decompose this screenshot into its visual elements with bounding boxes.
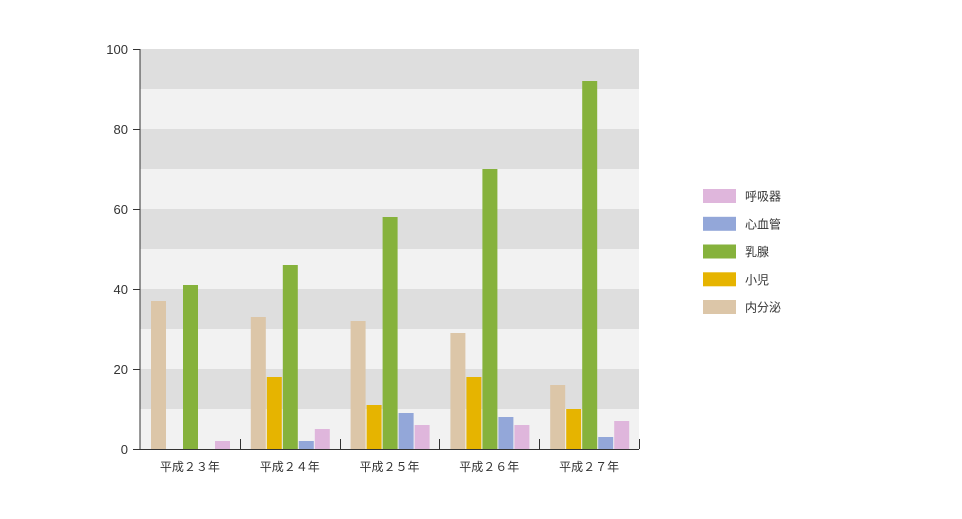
y-tick-label: 20 (114, 362, 128, 377)
legend-label: 内分泌 (745, 301, 781, 315)
y-ticks: 0 20 40 60 80 100 (106, 42, 140, 457)
x-tick-label: 平成２４年 (260, 460, 320, 474)
axes (139, 49, 639, 450)
bar (314, 429, 330, 449)
bar (282, 265, 298, 449)
bar (498, 417, 514, 449)
bar (250, 317, 266, 449)
legend-item: 内分泌 (703, 300, 781, 315)
bar (614, 421, 630, 449)
y-tick-label: 0 (121, 442, 128, 457)
bar (298, 441, 314, 449)
legend-item: 乳腺 (703, 244, 769, 259)
legend-swatch (703, 216, 736, 231)
bar (382, 217, 398, 449)
x-tick-label: 平成２５年 (359, 460, 419, 474)
legend-swatch (703, 189, 736, 203)
bar (215, 441, 230, 449)
x-tick-label: 平成２６年 (459, 460, 519, 474)
grid-band (140, 169, 639, 209)
bar-series-group (151, 81, 630, 449)
y-tick-label: 60 (114, 202, 128, 217)
grid-band (140, 49, 639, 89)
x-ticks: 平成２３年 平成２４年 平成２５年 平成２６年 平成２７年 (160, 439, 640, 474)
bar (151, 301, 166, 449)
bar (350, 321, 366, 449)
y-tick-label: 100 (106, 42, 128, 57)
legend-swatch (703, 272, 736, 287)
y-tick-label: 40 (114, 282, 128, 297)
bar (514, 425, 530, 449)
bar (598, 437, 614, 449)
legend-label: 乳腺 (745, 245, 769, 259)
legend-label: 呼吸器 (745, 190, 781, 204)
legend-item: 呼吸器 (703, 189, 781, 204)
bar (466, 377, 482, 449)
bar (398, 413, 414, 449)
bar (450, 333, 466, 449)
legend-label: 心血管 (745, 216, 781, 231)
bar (582, 81, 598, 449)
legend-item: 心血管 (703, 216, 781, 231)
bar (183, 285, 198, 449)
x-tick-label: 平成２３年 (160, 460, 220, 474)
bar (566, 409, 582, 449)
legend-label: 小児 (745, 273, 769, 287)
legend-swatch (703, 244, 736, 259)
bar (366, 405, 382, 449)
legend-item: 小児 (703, 272, 769, 287)
bar (266, 377, 282, 449)
legend-swatch (703, 300, 736, 314)
x-tick-label: 平成２７年 (559, 460, 619, 474)
bar (550, 385, 566, 449)
grid-band (140, 129, 639, 169)
grid-band (140, 89, 639, 129)
bar (414, 425, 430, 449)
bar (482, 169, 498, 449)
y-tick-label: 80 (114, 122, 128, 137)
